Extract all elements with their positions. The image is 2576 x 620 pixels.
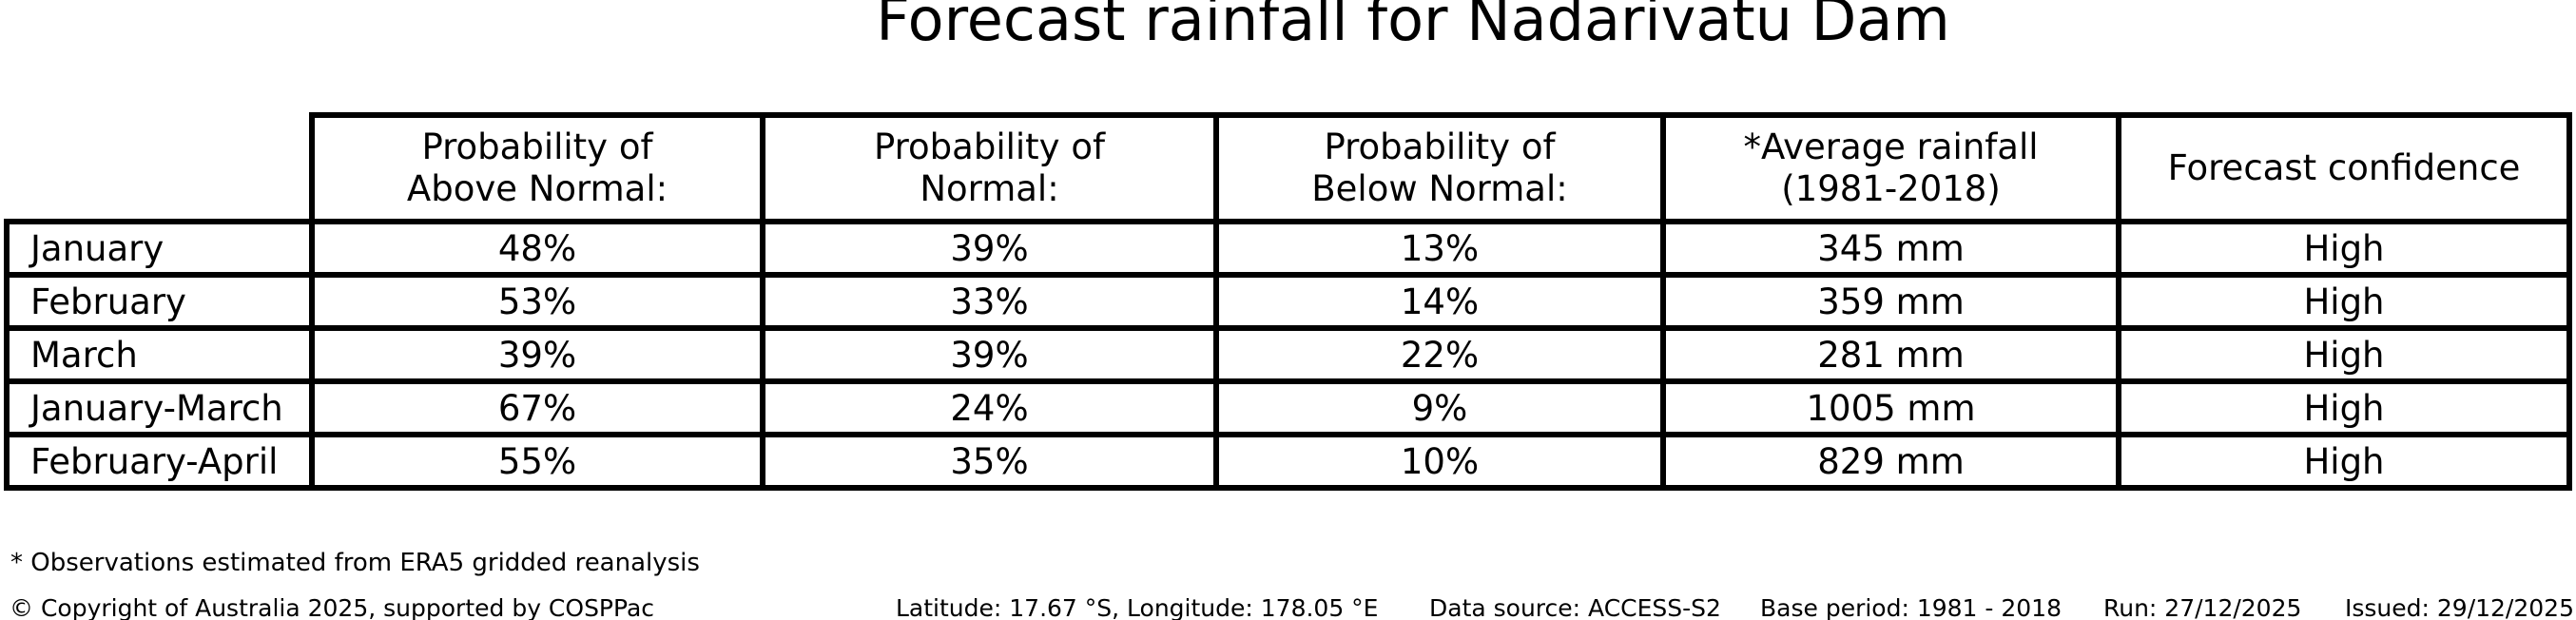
cell-below-normal: 13% [1213, 219, 1666, 278]
cell-confidence: High [2116, 325, 2572, 384]
page-title: Forecast rainfall for Nadarivatu Dam [876, 0, 1950, 54]
forecast-table: Probability of Above Normal: Probability… [4, 112, 2572, 491]
row-period-label: January [4, 219, 315, 278]
cell-above-normal: 48% [309, 219, 765, 278]
table-header-row: Probability of Above Normal: Probability… [7, 112, 2572, 224]
row-period-label: February [4, 272, 315, 331]
cell-confidence: High [2116, 219, 2572, 278]
cell-normal: 33% [760, 272, 1219, 331]
data-source-text: Data source: ACCESS-S2 [1429, 594, 1721, 620]
cell-normal: 24% [760, 378, 1219, 437]
table-row-january-march: January-March 67% 24% 9% 1005 mm High [4, 378, 2572, 437]
cell-above-normal: 67% [309, 378, 765, 437]
row-period-label: February-April [4, 432, 315, 491]
cell-above-normal: 53% [309, 272, 765, 331]
column-header-average-rainfall: *Average rainfall (1981-2018) [1660, 112, 2121, 224]
column-header-above-normal: Probability of Above Normal: [309, 112, 765, 224]
cell-average-rainfall: 345 mm [1660, 219, 2121, 278]
cell-below-normal: 22% [1213, 325, 1666, 384]
location-coordinates: Latitude: 17.67 °S, Longitude: 178.05 °E [896, 594, 1379, 620]
cell-average-rainfall: 1005 mm [1660, 378, 2121, 437]
cell-confidence: High [2116, 378, 2572, 437]
copyright-text: © Copyright of Australia 2025, supported… [10, 594, 655, 620]
cell-normal: 35% [760, 432, 1219, 491]
table-row-february: February 53% 33% 14% 359 mm High [4, 272, 2572, 331]
cell-normal: 39% [760, 325, 1219, 384]
row-period-label: March [4, 325, 315, 384]
cell-average-rainfall: 359 mm [1660, 272, 2121, 331]
table-row-january: January 48% 39% 13% 345 mm High [4, 219, 2572, 278]
cell-below-normal: 14% [1213, 272, 1666, 331]
base-period-text: Base period: 1981 - 2018 [1760, 594, 2062, 620]
column-header-forecast-confidence: Forecast confidence [2116, 112, 2572, 224]
row-period-label: January-March [4, 378, 315, 437]
cell-average-rainfall: 829 mm [1660, 432, 2121, 491]
cell-above-normal: 39% [309, 325, 765, 384]
issued-date-text: Issued: 29/12/2025 [2345, 594, 2574, 620]
cell-above-normal: 55% [309, 432, 765, 491]
cell-average-rainfall: 281 mm [1660, 325, 2121, 384]
table-row-march: March 39% 39% 22% 281 mm High [4, 325, 2572, 384]
run-date-text: Run: 27/12/2025 [2103, 594, 2302, 620]
cell-confidence: High [2116, 432, 2572, 491]
cell-confidence: High [2116, 272, 2572, 331]
cell-normal: 39% [760, 219, 1219, 278]
cell-below-normal: 10% [1213, 432, 1666, 491]
observations-footnote: * Observations estimated from ERA5 gridd… [10, 549, 700, 577]
column-header-normal: Probability of Normal: [760, 112, 1219, 224]
table-row-february-april: February-April 55% 35% 10% 829 mm High [4, 432, 2572, 491]
column-header-below-normal: Probability of Below Normal: [1213, 112, 1666, 224]
table-corner-empty [7, 115, 312, 222]
cell-below-normal: 9% [1213, 378, 1666, 437]
